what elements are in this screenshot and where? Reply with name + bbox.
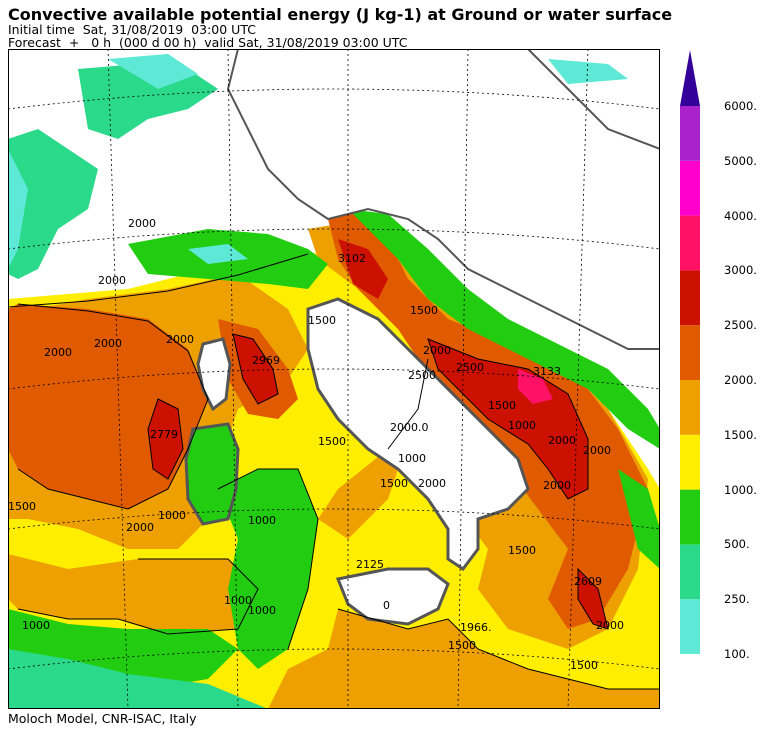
graticule [8,49,660,709]
model-credit: Moloch Model, CNR-ISAC, Italy [8,711,197,726]
contour-label: 1500 [308,314,336,327]
contour-label: 0 [383,599,390,612]
contour-label: 2779 [150,428,178,441]
contour-label: 2000 [596,619,624,632]
contour-label: 3133 [533,365,561,378]
contour-label: 2000 [94,337,122,350]
field-250 [8,129,98,279]
legend-swatch [680,160,700,216]
contour-label: 1500 [380,477,408,490]
legend-swatch [680,270,700,326]
contour-label: 1966. [460,621,492,634]
field-1500 [8,554,258,634]
contour-label: 2125 [356,558,384,571]
contour-label: 2500 [456,361,484,374]
field-2500 [428,339,588,499]
contour-label-group: 2000 2000 2000 2969 2779 2000 1500 1000 … [8,217,624,672]
legend-label: 250. [724,592,750,607]
contour-label: 2000 [548,434,576,447]
sardinia-island [184,422,240,526]
contour-label: 1000 [224,594,252,607]
contour-label: 2000 [166,333,194,346]
legend-label: 500. [724,537,750,552]
field-1500 [268,609,660,709]
contour-label: 1000 [158,509,186,522]
contour-label: 2000 [128,217,156,230]
legend-label: 4000. [724,208,757,223]
legend-swatch [680,434,700,490]
legend-swatch [680,544,700,600]
contour-label: 2000 [126,521,154,534]
field-500 [348,209,660,449]
cape-map: 2000 2000 2000 2969 2779 2000 1500 1000 … [8,49,660,709]
field-250 [8,649,268,709]
contour-label: 2000.0 [390,421,429,434]
field-500 [618,469,660,569]
legend-swatch [680,215,700,271]
legend-label: 3000. [724,263,757,278]
field-100 [548,59,628,84]
field-2500 [338,239,388,299]
initial-time-label: Initial time Sat, 31/08/2019 03:00 UTC [8,22,256,37]
legend-label: 2000. [724,373,757,387]
contour-label: 2609 [574,575,602,588]
contour-label: 1500 [488,399,516,412]
contour-label: 2969 [252,354,280,367]
field-100 [188,244,248,264]
forecast-valid-label: Forecast + 0 h (000 d 00 h) valid Sat, 3… [8,35,408,50]
legend-label: 5000. [724,153,757,168]
field-2500 [578,569,608,629]
field-3000 [518,369,553,404]
italy-peninsula [306,297,530,572]
legend-swatch [680,489,700,545]
contour-label: 1500 [318,435,346,448]
contour-label: 2000 [423,344,451,357]
contour-label: 1000 [22,619,50,632]
map-title: Convective available potential energy (J… [8,5,673,24]
contour-label: 1500 [448,639,476,652]
northern-land [226,49,660,350]
contour-label: 2000 [543,479,571,492]
legend-arrow [680,50,700,106]
contour-label: 2000 [44,346,72,359]
contour-label: 2000 [418,477,446,490]
sicily-island [335,567,450,626]
legend-swatch [680,380,700,435]
legend-colorbar [680,50,700,654]
contour-label: 1500 [8,500,36,513]
contour-label: 2500 [408,369,436,382]
contour-label: 1000 [508,419,536,432]
field-100 [108,54,198,89]
legend-label: 6000. [724,99,757,113]
legend-label: 1000. [724,482,757,497]
contour-label: 1000 [248,604,276,617]
contour-label: 2000 [98,274,126,287]
contour-label: 1500 [570,659,598,672]
contour-label: 3102 [338,252,366,265]
legend-label: 100. [724,647,750,661]
contour-label: 2000 [583,444,611,457]
field-2500 [233,334,278,404]
legend-swatch [680,599,700,654]
contour-label: 1500 [508,544,536,557]
corsica-island [196,337,232,412]
legend-label: 2500. [724,318,757,333]
legend-swatch [680,106,700,161]
contour-lines [8,253,660,690]
contour-label: 1000 [398,452,426,465]
legend-label: 1500. [724,427,757,442]
contour-label: 1500 [410,304,438,317]
legend-swatch [680,325,700,380]
field-2500 [148,399,183,479]
field-250 [78,64,218,139]
field-100 [8,149,28,269]
color-legend: 100. 250. 500. 1000. 1500. 2000. 2500. 3000. 400… [678,48,758,661]
contour-label: 1000 [248,514,276,527]
